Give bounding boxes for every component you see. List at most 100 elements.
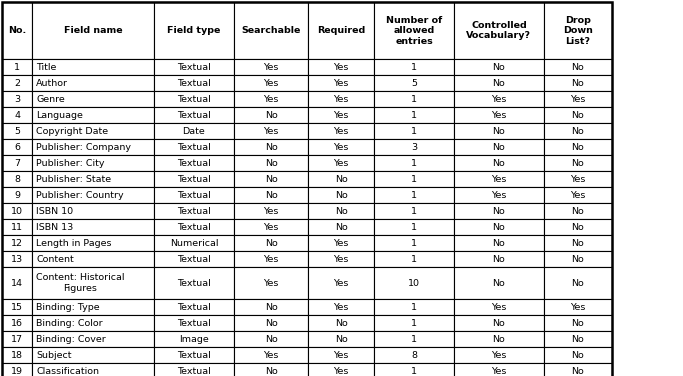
Bar <box>374 347 454 363</box>
Text: Yes: Yes <box>491 303 507 312</box>
Text: No: No <box>572 255 584 264</box>
Text: Yes: Yes <box>570 303 585 312</box>
Bar <box>154 331 234 347</box>
Text: Yes: Yes <box>491 111 507 120</box>
Text: Textual: Textual <box>177 79 211 88</box>
Text: Yes: Yes <box>264 279 279 288</box>
Bar <box>2 75 32 91</box>
Text: Subject: Subject <box>36 350 72 359</box>
Text: 1: 1 <box>14 63 20 72</box>
Bar <box>308 187 374 203</box>
Bar <box>154 107 234 123</box>
Text: Textual: Textual <box>177 318 211 327</box>
Bar <box>544 91 612 108</box>
Text: 5: 5 <box>411 79 417 88</box>
Text: No: No <box>492 255 505 264</box>
Bar <box>454 267 544 299</box>
Text: Copyright Date: Copyright Date <box>36 127 109 136</box>
Text: 1: 1 <box>411 207 417 216</box>
Text: No: No <box>492 79 505 88</box>
Text: 1: 1 <box>411 175 417 184</box>
Text: Content: Historical
Figures: Content: Historical Figures <box>36 273 125 293</box>
Text: No: No <box>265 303 277 312</box>
Bar <box>374 203 454 219</box>
Text: Yes: Yes <box>333 127 349 136</box>
Bar <box>234 171 308 187</box>
Bar <box>544 2 612 59</box>
Text: No: No <box>572 239 584 248</box>
Text: 11: 11 <box>11 223 23 232</box>
Text: Date: Date <box>182 127 206 136</box>
Bar <box>154 59 234 75</box>
Text: 1: 1 <box>411 318 417 327</box>
Bar <box>32 75 154 91</box>
Bar <box>454 315 544 331</box>
Text: 8: 8 <box>411 350 417 359</box>
Bar <box>454 203 544 219</box>
Bar <box>454 347 544 363</box>
Text: No: No <box>335 318 348 327</box>
Text: No: No <box>492 223 505 232</box>
Text: No: No <box>335 191 348 200</box>
Bar <box>454 155 544 171</box>
Bar <box>234 123 308 139</box>
Bar <box>374 107 454 123</box>
Bar <box>308 59 374 75</box>
Text: Yes: Yes <box>264 79 279 88</box>
Bar <box>308 203 374 219</box>
Bar <box>374 2 454 59</box>
Text: Field name: Field name <box>64 26 122 35</box>
Bar <box>454 2 544 59</box>
Bar <box>234 299 308 315</box>
Text: Textual: Textual <box>177 255 211 264</box>
Bar <box>374 75 454 91</box>
Bar <box>374 219 454 235</box>
Text: No: No <box>492 63 505 72</box>
Bar <box>234 203 308 219</box>
Text: Textual: Textual <box>177 175 211 184</box>
Text: 16: 16 <box>11 318 23 327</box>
Text: Textual: Textual <box>177 303 211 312</box>
Text: Yes: Yes <box>570 175 585 184</box>
Text: 1: 1 <box>411 239 417 248</box>
Text: Textual: Textual <box>177 207 211 216</box>
Text: Required: Required <box>317 26 365 35</box>
Bar <box>454 59 544 75</box>
Text: 9: 9 <box>14 191 20 200</box>
Text: Genre: Genre <box>36 95 65 104</box>
Bar <box>2 123 32 139</box>
Text: Yes: Yes <box>333 95 349 104</box>
Bar <box>32 155 154 171</box>
Text: 2: 2 <box>14 79 20 88</box>
Bar <box>32 267 154 299</box>
Text: Yes: Yes <box>491 350 507 359</box>
Bar <box>374 59 454 75</box>
Text: 4: 4 <box>14 111 20 120</box>
Bar <box>374 91 454 108</box>
Text: 15: 15 <box>11 303 23 312</box>
Text: 1: 1 <box>411 63 417 72</box>
Bar <box>544 219 612 235</box>
Bar <box>308 139 374 155</box>
Bar <box>454 171 544 187</box>
Text: No: No <box>572 350 584 359</box>
Bar <box>374 315 454 331</box>
Bar <box>454 299 544 315</box>
Text: Publisher: Country: Publisher: Country <box>36 191 124 200</box>
Text: Yes: Yes <box>333 303 349 312</box>
Text: Yes: Yes <box>264 95 279 104</box>
Bar <box>2 171 32 187</box>
Bar <box>544 187 612 203</box>
Bar <box>374 363 454 376</box>
Text: No: No <box>265 239 277 248</box>
Text: Textual: Textual <box>177 111 211 120</box>
Bar <box>374 139 454 155</box>
Text: Textual: Textual <box>177 159 211 168</box>
Text: Yes: Yes <box>491 191 507 200</box>
Bar <box>454 251 544 267</box>
Bar <box>32 235 154 251</box>
Bar <box>32 107 154 123</box>
Bar <box>32 251 154 267</box>
Bar <box>154 171 234 187</box>
Bar <box>234 251 308 267</box>
